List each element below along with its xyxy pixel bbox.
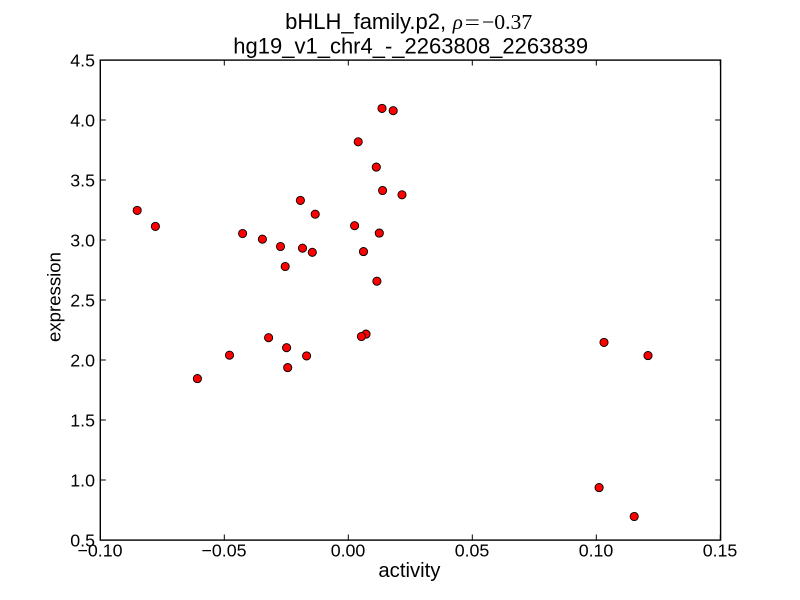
svg-text:0.15: 0.15 <box>703 541 738 561</box>
svg-text:1.5: 1.5 <box>70 411 95 431</box>
svg-text:4.5: 4.5 <box>70 51 95 71</box>
svg-text:0.00: 0.00 <box>331 541 366 561</box>
svg-text:activity: activity <box>378 560 441 582</box>
svg-text:2.0: 2.0 <box>70 351 95 371</box>
svg-text:4.0: 4.0 <box>70 111 95 131</box>
svg-text:expression: expression <box>44 252 65 342</box>
svg-text:3.0: 3.0 <box>70 231 95 251</box>
svg-text:3.5: 3.5 <box>70 171 95 191</box>
svg-text:−0.10: −0.10 <box>78 541 123 561</box>
svg-text:0.10: 0.10 <box>579 541 614 561</box>
svg-text:bHLH_family.p2,ρ=−0.37: bHLH_family.p2, ρ=−0.37 <box>285 9 532 34</box>
svg-text:2.5: 2.5 <box>70 291 95 311</box>
svg-text:1.0: 1.0 <box>70 471 95 491</box>
svg-text:0.05: 0.05 <box>455 541 490 561</box>
svg-text:−0.05: −0.05 <box>202 541 247 561</box>
svg-text:hg19_v1_chr4_-_2263808_2263839: hg19_v1_chr4_-_2263808_2263839 <box>233 34 588 59</box>
svg-text:0.5: 0.5 <box>70 531 95 551</box>
